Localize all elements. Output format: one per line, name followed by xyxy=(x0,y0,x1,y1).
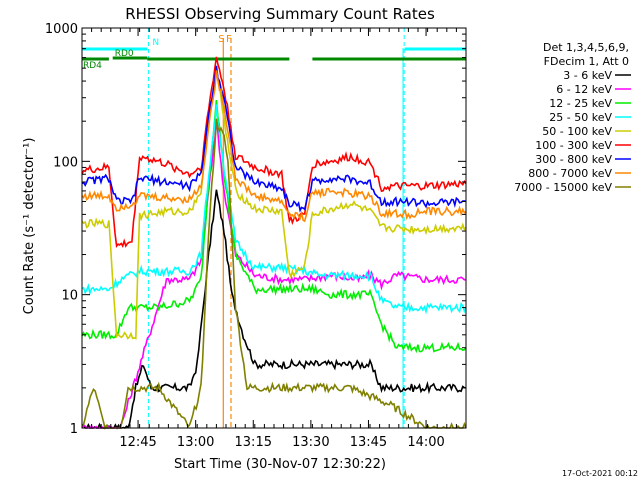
y-axis-label: Count Rate (s⁻¹ detector⁻¹) xyxy=(22,138,37,315)
legend-label-5: 100 - 300 keV xyxy=(535,139,612,152)
series-line-7 xyxy=(81,70,467,223)
flare-label-0: S xyxy=(218,34,224,45)
y-tick-label-2: 100 xyxy=(53,155,78,170)
state-label-0: N xyxy=(152,38,159,48)
series-line-1 xyxy=(81,121,467,430)
legend-header-1: FDecim 1, Att 0 xyxy=(544,55,629,68)
x-axis-label: Start Time (30-Nov-07 12:30:22) xyxy=(174,457,386,472)
legend-label-4: 50 - 100 keV xyxy=(542,125,612,138)
series-line-3 xyxy=(81,104,467,315)
x-tick-label-4: 13:45 xyxy=(350,435,387,450)
series-line-4 xyxy=(81,66,467,340)
legend-label-3: 25 - 50 keV xyxy=(549,111,612,124)
x-tick-label-5: 14:00 xyxy=(407,435,444,450)
state-label-3: RD4 xyxy=(83,61,102,71)
x-tick-label-3: 13:30 xyxy=(292,435,329,450)
footer-timestamp: 17-Oct-2021 00:12 xyxy=(562,469,638,478)
chart-title: RHESSI Observing Summary Count Rates xyxy=(125,5,435,23)
series-line-5 xyxy=(81,56,467,248)
legend-label-1: 6 - 12 keV xyxy=(556,83,612,96)
series-line-6 xyxy=(81,65,467,213)
y-tick-label-3: 1000 xyxy=(45,22,78,37)
series-line-8 xyxy=(81,118,467,430)
legend-header-0: Det 1,3,4,5,6,9, xyxy=(543,41,629,54)
legend-label-6: 300 - 800 keV xyxy=(535,153,612,166)
legend-label-7: 800 - 7000 keV xyxy=(528,167,612,180)
legend-label-0: 3 - 6 keV xyxy=(563,69,612,82)
series-line-2 xyxy=(81,100,467,354)
y-tick-label-0: 1 xyxy=(70,422,78,437)
legend-label-2: 12 - 25 keV xyxy=(549,97,612,110)
x-tick-label-2: 13:15 xyxy=(235,435,272,450)
series-line-0 xyxy=(81,189,467,430)
legend: Det 1,3,4,5,6,9,FDecim 1, Att 03 - 6 keV… xyxy=(514,41,631,194)
state-label-2: RD0 xyxy=(115,49,134,59)
plot-area: S F N RD0 RD4 1 10 100 1000 12:45 13:00 13:15 13:30 1… xyxy=(45,22,467,450)
flare-label-1: F xyxy=(226,34,232,45)
y-tick-label-1: 10 xyxy=(61,289,78,304)
x-tick-label-0: 12:45 xyxy=(119,435,156,450)
x-tick-label-1: 13:00 xyxy=(177,435,214,450)
legend-label-8: 7000 - 15000 keV xyxy=(514,181,612,194)
